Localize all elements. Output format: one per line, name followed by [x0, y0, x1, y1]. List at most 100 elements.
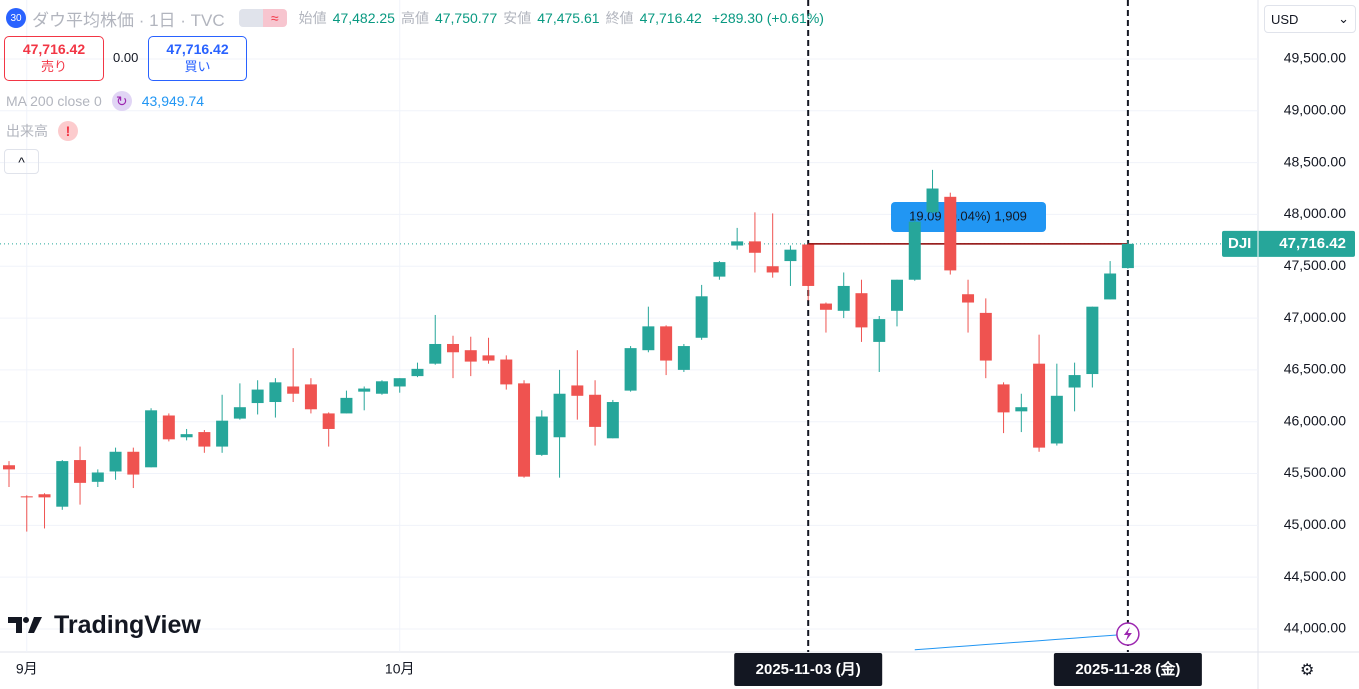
toggles[interactable]: ≈	[238, 9, 287, 27]
collapse-button[interactable]: ^	[4, 149, 39, 174]
candle-body	[56, 461, 69, 507]
close: 47,716.42	[639, 10, 702, 26]
warning-icon[interactable]: !	[58, 121, 78, 141]
sell-button[interactable]: 47,716.42 売り	[4, 36, 104, 81]
symbol: ダウ平均株価 · 1日 · TVC	[32, 10, 225, 30]
ma-row: MA 200 close 0 ↻ 43,949.74	[6, 90, 204, 112]
candle-body	[819, 303, 832, 310]
candle-body	[802, 244, 815, 286]
spread: 0.00	[113, 50, 139, 65]
y-tick-label: 49,000.00	[1284, 101, 1346, 117]
volume-label: 出来高	[6, 123, 48, 139]
candle-body	[837, 285, 850, 311]
candle-body	[677, 346, 690, 370]
symbol-tag: DJI	[1228, 235, 1251, 252]
candle-body	[304, 384, 317, 410]
candle-body	[287, 386, 300, 394]
candle-body	[500, 359, 513, 385]
y-tick-label: 44,500.00	[1284, 568, 1346, 584]
candle-body	[535, 416, 548, 455]
x-tick-label: 10月	[385, 661, 415, 677]
candle-body	[3, 465, 15, 470]
badge: 30	[6, 8, 26, 28]
candle-body	[1104, 273, 1117, 300]
candle-body	[589, 394, 602, 427]
y-tick-label: 46,500.00	[1284, 361, 1346, 377]
y-tick-label: 44,000.00	[1284, 620, 1346, 636]
sell-price: 47,716.42	[22, 41, 86, 57]
candle-body	[624, 348, 637, 391]
buy-price: 47,716.42	[166, 41, 229, 57]
buy-button[interactable]: 47,716.42 買い	[148, 36, 247, 81]
candle-body	[518, 383, 531, 477]
candle-body	[713, 262, 726, 277]
candle-body	[375, 381, 388, 394]
currency-dropdown[interactable]: USD ⌄	[1264, 5, 1356, 33]
candle-body	[891, 279, 903, 311]
candle-body	[482, 355, 495, 361]
candle-body	[660, 326, 673, 361]
candle-body	[748, 241, 761, 253]
y-tick-label: 48,500.00	[1284, 153, 1346, 169]
candle-body	[162, 415, 175, 440]
ma-line	[914, 633, 1128, 651]
candle-body	[180, 434, 193, 438]
y-tick-label: 47,000.00	[1284, 309, 1346, 325]
candle-body	[784, 249, 797, 262]
y-tick-label: 46,000.00	[1284, 412, 1346, 428]
candle-body	[233, 407, 246, 419]
candle-body	[1033, 363, 1046, 448]
candle-body	[20, 496, 33, 498]
close-label: 終値	[605, 10, 634, 26]
low-label: 安値	[503, 10, 532, 26]
date-label-box	[1053, 653, 1202, 686]
volume-row: 出来高 !	[6, 120, 78, 142]
candle-body	[1068, 375, 1081, 388]
ma-icon[interactable]: ↻	[111, 91, 132, 111]
ma-label: MA 200 close 0	[6, 93, 102, 109]
candle-body	[393, 378, 406, 387]
candle-body	[38, 494, 51, 498]
candle-body	[358, 388, 371, 392]
candle-body	[873, 319, 886, 342]
x-tick-label: 2025-11-28 (金)	[1075, 660, 1180, 678]
candle-body	[926, 188, 939, 213]
y-tick-label: 45,000.00	[1284, 516, 1346, 532]
candle-body	[695, 296, 708, 338]
alert-bolt	[1123, 627, 1132, 641]
candle-body	[1050, 395, 1063, 444]
high-label: 高値	[400, 10, 429, 26]
candle-body	[269, 382, 282, 403]
candle-body	[553, 393, 566, 438]
header: 30 ダウ平均株価 · 1日 · TVC ≈ 始値 47,482.25 高値 47,…	[6, 6, 824, 30]
candle-body	[962, 294, 975, 303]
last-price-label: 47,716.42	[1279, 235, 1346, 252]
settings-icon[interactable]: ⚙	[1300, 662, 1315, 679]
sell-label: 売り	[40, 59, 67, 74]
open: 47,482.25	[332, 10, 395, 26]
candle-body	[464, 350, 477, 362]
candle-body	[571, 385, 584, 396]
candle-body	[908, 221, 921, 280]
price-tag	[1222, 230, 1355, 257]
high: 47,750.77	[434, 10, 498, 26]
candle-body	[766, 266, 779, 273]
candle-body	[997, 384, 1010, 413]
candle-body	[127, 451, 140, 475]
candle-body	[109, 451, 122, 472]
candle-body	[322, 413, 335, 429]
candle-body	[731, 241, 744, 246]
date-label-box	[734, 653, 883, 686]
candle-body	[1015, 407, 1028, 412]
logo-icon	[8, 617, 42, 633]
candle-body	[642, 326, 655, 351]
measure-label: 19.09 (0.04%) 1,909	[909, 208, 1027, 223]
y-tick-label: 48,000.00	[1284, 205, 1346, 221]
y-tick-label: 45,500.00	[1284, 464, 1346, 480]
candle-body	[216, 420, 229, 447]
x-tick-label: 9月	[16, 661, 38, 677]
candle-body	[979, 312, 992, 361]
logo: TradingView	[8, 610, 201, 640]
